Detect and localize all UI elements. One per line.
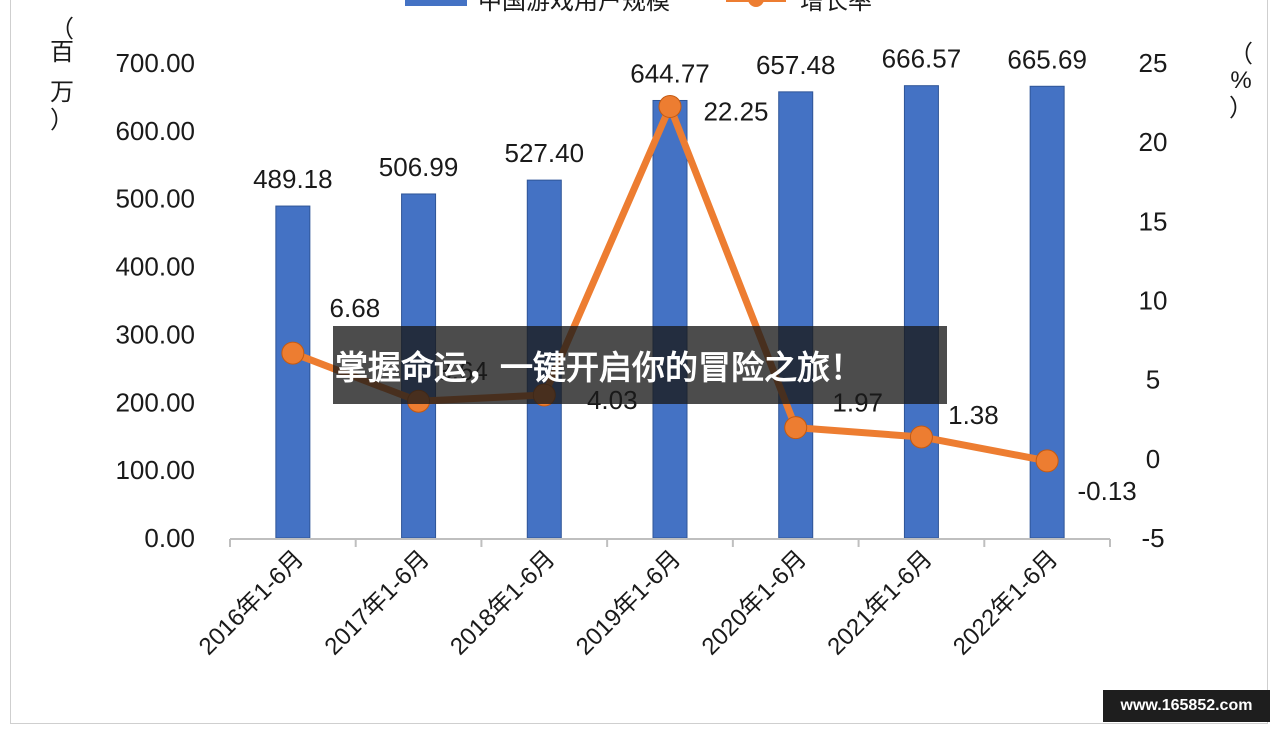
line-point	[1035, 449, 1059, 473]
watermark: www.165852.com	[1103, 690, 1270, 722]
x-axis-tick-label: 2016年1-6月	[194, 545, 309, 660]
y-axis-left-title-char: ）	[50, 107, 74, 134]
y-axis-right-tick-label: 10	[1139, 286, 1168, 316]
x-axis-tick-label: 2018年1-6月	[445, 545, 560, 660]
y-axis-right-tick-label: 5	[1146, 365, 1160, 395]
y-axis-left-tick-label: 100.00	[115, 455, 195, 485]
legend-label-bar: 中国游戏用户规模	[478, 0, 670, 15]
legend-marker-line	[748, 0, 764, 7]
bar	[275, 205, 311, 539]
line-point	[909, 425, 933, 449]
y-axis-left-title-char: 百	[50, 39, 74, 66]
y-axis-left-tick-label: 700.00	[115, 48, 195, 78]
overlay-banner-text: 掌握命运，一键开启你的冒险之旅！	[335, 348, 863, 387]
y-axis-left-title-char: （	[50, 16, 74, 43]
bar-data-label: 527.40	[505, 138, 585, 168]
y-axis-left-tick-label: 400.00	[115, 252, 195, 282]
bar	[652, 99, 688, 539]
y-axis-left-title: （百万）	[50, 16, 74, 134]
x-axis-tick-label: 2020年1-6月	[697, 545, 812, 660]
line-data-label: -0.13	[1078, 476, 1137, 506]
y-axis-right-title: （%）	[1229, 41, 1253, 122]
x-axis-tick-label: 2022年1-6月	[948, 545, 1063, 660]
y-axis-right-tick-label: 20	[1139, 127, 1168, 157]
y-axis-right-tick-label: 0	[1146, 444, 1160, 474]
y-axis-left-title-char: 万	[50, 79, 74, 106]
bar-data-label: 506.99	[379, 152, 459, 182]
bar	[903, 85, 939, 539]
y-axis-right-tick-label: -5	[1141, 523, 1164, 553]
chart-legend: 中国游戏用户规模 增长率	[405, 0, 872, 15]
x-axis: 2016年1-6月 2017年1-6月 2018年1-6月 2019年1-6月 2020…	[194, 538, 1111, 660]
bar-data-label: 489.18	[253, 164, 333, 194]
bar-data-label: 666.57	[882, 44, 962, 74]
line-data-label: 22.25	[703, 97, 768, 127]
y-axis-right-ticks: -5 0 5 10 15 20 25	[1139, 48, 1168, 553]
x-axis-tick-label: 2021年1-6月	[822, 545, 937, 660]
line-data-label: 6.68	[330, 293, 381, 323]
line-point	[784, 416, 808, 440]
line-point	[658, 95, 682, 119]
line-data-label: 1.38	[948, 400, 999, 430]
overlay-banner: 掌握命运，一键开启你的冒险之旅！	[333, 326, 947, 404]
x-axis-tick-label: 2019年1-6月	[571, 545, 686, 660]
y-axis-left-tick-label: 300.00	[115, 319, 195, 349]
bar	[778, 91, 814, 539]
x-axis-tick-label: 2017年1-6月	[320, 545, 435, 660]
bar-data-label: 665.69	[1007, 44, 1087, 74]
y-axis-left-ticks: 0.00 100.00 200.00 300.00 400.00 500.00 600.00…	[115, 48, 195, 553]
y-axis-left-tick-label: 200.00	[115, 387, 195, 417]
bar-data-label: 657.48	[756, 50, 836, 80]
y-axis-right-tick-label: 25	[1139, 48, 1168, 78]
y-axis-left-tick-label: 500.00	[115, 184, 195, 214]
y-axis-right-tick-label: 15	[1139, 206, 1168, 236]
legend-swatch-bar	[405, 0, 467, 6]
y-axis-left-tick-label: 0.00	[144, 523, 195, 553]
bar-data-labels: 489.18 506.99 527.40 644.77 657.48 666.57 665.…	[253, 44, 1087, 194]
line-point	[281, 341, 305, 365]
legend-label-line: 增长率	[800, 0, 872, 15]
y-axis-right-title-char: %	[1230, 67, 1251, 94]
y-axis-left-tick-label: 600.00	[115, 116, 195, 146]
y-axis-right-title-char: ）	[1229, 95, 1253, 122]
y-axis-right-title-char: （	[1229, 41, 1253, 68]
watermark-text: www.165852.com	[1120, 697, 1253, 714]
bar-data-label: 644.77	[630, 58, 710, 88]
